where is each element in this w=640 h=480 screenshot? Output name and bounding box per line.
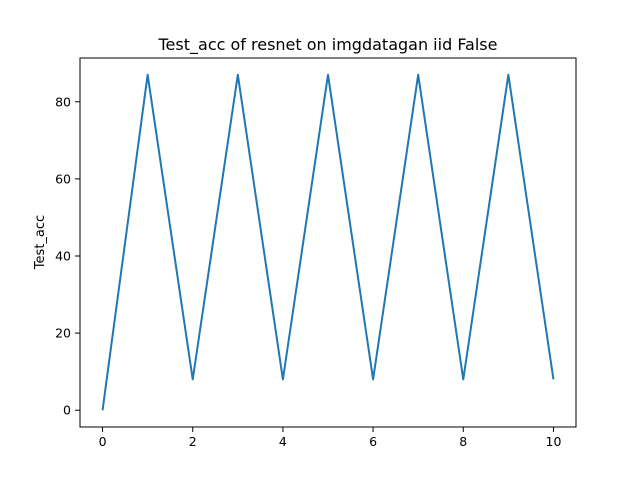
x-tick-label-4: 4 — [279, 434, 287, 449]
y-tick-label-0: 0 — [63, 403, 71, 418]
y-tick-label-20: 20 — [55, 326, 71, 341]
series-line-0 — [101, 73, 555, 411]
x-tick-label-6: 6 — [369, 434, 377, 449]
x-tick-label-2: 2 — [189, 434, 197, 449]
y-axis-label: Test_acc — [33, 215, 48, 270]
y-tick-label-80: 80 — [55, 94, 71, 109]
chart-title: Test_acc of resnet on imgdatagan iid Fal… — [158, 35, 498, 55]
axes-frame — [79, 57, 577, 428]
y-tick-label-60: 60 — [55, 171, 71, 186]
y-tick-label-40: 40 — [55, 248, 71, 263]
plot-area: 0 2 4 6 8 10 0 20 40 60 80 — [55, 57, 577, 449]
x-tick-label-0: 0 — [99, 434, 107, 449]
x-tick-label-8: 8 — [459, 434, 467, 449]
x-tick-label-10: 10 — [546, 434, 562, 449]
